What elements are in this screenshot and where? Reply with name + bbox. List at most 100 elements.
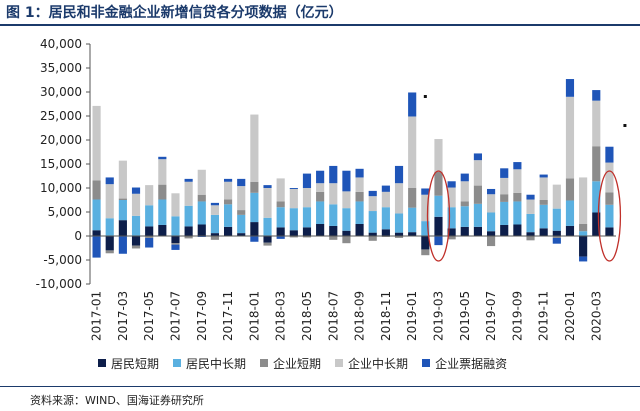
bar-segment-2017-11-s2 [224, 199, 233, 205]
bar-segment-2019-12-s0 [552, 230, 561, 236]
bar-segment-2017-07-s4 [171, 244, 180, 250]
bar-segment-2018-08-s2 [342, 236, 351, 244]
bar-segment-2020-01-s4 [565, 79, 575, 97]
legend-item: 企业中长期 [335, 355, 408, 372]
y-tick-label: 5,000 [48, 205, 82, 219]
bar-segment-2020-02-s3 [579, 177, 588, 224]
bar-segment-2017-03-s0 [118, 220, 127, 236]
bar-segment-2017-06-s4 [158, 156, 167, 160]
x-tick-label: 2019-09 [510, 291, 524, 341]
x-tick-label: 2017-03 [116, 291, 130, 341]
bar-segment-2019-08-s0 [500, 224, 509, 236]
bar-segment-2017-04-s4 [131, 187, 141, 194]
legend-swatch [173, 359, 182, 367]
bar-segment-2017-10-s0 [210, 233, 219, 236]
bar-segment-2018-01-s0 [250, 222, 259, 236]
legend-item: 企业票据融资 [422, 355, 507, 372]
bar-segment-2018-12-s0 [394, 232, 404, 236]
bar-segment-2019-01-s0 [408, 232, 417, 236]
bar-segment-2019-09-s2 [513, 192, 522, 202]
bar-segment-2019-02-s1 [421, 221, 430, 236]
x-axis: 2017-01 2017-03 2017-05 2017-07 2017-09 2017-… [90, 235, 616, 341]
bar-segment-2019-08-s3 [500, 177, 509, 195]
legend-item: 居民短期 [98, 355, 159, 372]
x-tick-label: 2018-03 [274, 291, 288, 341]
bar-segment-2018-03-s3 [276, 178, 285, 202]
marker-dot [623, 124, 627, 127]
bar-segment-2017-09-s3 [197, 169, 206, 195]
bar-segment-2017-02-s4 [105, 177, 114, 185]
bar-segment-2019-11-s4 [539, 174, 548, 178]
bar-segment-2020-04-s0 [605, 227, 614, 236]
x-tick-label: 2019-07 [484, 291, 498, 341]
bar-segment-2018-05-s1 [302, 207, 312, 228]
bar-segment-2019-11-s2 [539, 200, 548, 205]
bar-segment-2017-04-s0 [131, 236, 141, 246]
bar-segment-2020-02-s2 [579, 224, 588, 232]
x-tick-label: 2019-01 [405, 291, 419, 341]
bar-segment-2019-07-s2 [487, 236, 496, 247]
bar-segment-2017-01-s1 [92, 199, 101, 231]
bar-segment-2019-04-s1 [447, 207, 456, 229]
legend-swatch [98, 359, 106, 367]
bar-segment-2019-02-s3 [421, 194, 430, 222]
bar-segment-2019-04-s0 [447, 228, 456, 236]
bar-segment-2018-02-s2 [263, 242, 272, 246]
bar-segment-2017-06-s2 [158, 184, 167, 200]
bar-segment-2019-07-s4 [487, 188, 496, 195]
x-tick-label: 2018-11 [379, 291, 393, 341]
bar-segment-2018-03-s4 [276, 236, 285, 239]
bar-segment-2019-03-s1 [434, 195, 443, 217]
bar-segment-2020-02-s4 [579, 256, 588, 262]
bar-segment-2017-10-s2 [210, 236, 219, 240]
bar-segment-2017-08-s2 [184, 236, 193, 239]
bar-segment-2019-09-s0 [513, 224, 522, 236]
bar-segment-2017-10-s1 [210, 214, 219, 234]
y-tick-label: 10,000 [40, 181, 82, 195]
bar-segment-2017-02-s3 [105, 184, 114, 219]
bar-segment-2020-04-s1 [605, 204, 614, 228]
bar-segment-2018-11-s4 [381, 185, 390, 192]
bar-segment-2018-08-s0 [342, 230, 351, 236]
bar-segment-2018-04-s4 [289, 188, 298, 189]
bar-segment-2020-03-s0 [592, 212, 601, 236]
bar-segment-2019-07-s3 [487, 194, 496, 213]
bar-segment-2018-12-s1 [394, 213, 404, 233]
bar-segment-2017-09-s1 [197, 201, 206, 225]
source-note: 资料来源：WIND、国海证券研究所 [30, 394, 204, 407]
bar-segment-2020-04-s2 [605, 192, 614, 205]
legend-label: 居民短期 [111, 356, 160, 371]
bar-segment-2019-11-s0 [539, 228, 548, 236]
x-tick-label: 2017-01 [90, 291, 104, 341]
bar-segment-2019-06-s1 [473, 203, 482, 227]
bar-segment-2018-10-s3 [368, 196, 377, 212]
bar-segment-2019-03-s2 [434, 171, 443, 196]
bar-segment-2018-08-s3 [342, 191, 351, 209]
bar-segment-2019-12-s3 [552, 184, 561, 209]
bar-segment-2017-09-s2 [197, 194, 206, 202]
bar-segment-2017-07-s2 [171, 243, 180, 245]
bar-segment-2018-06-s3 [316, 183, 325, 192]
legend-item: 居民中长期 [173, 355, 246, 372]
bar-segment-2017-08-s1 [184, 205, 193, 227]
bar-segment-2019-06-s4 [473, 153, 482, 161]
legend-swatch [422, 359, 431, 367]
legend: 居民短期 居民中长期 企业短期 企业中长期 企业票据融资 [98, 354, 521, 372]
bar-segment-2017-11-s3 [224, 181, 233, 200]
bar-segment-2019-01-s1 [408, 207, 417, 233]
bar-segment-2018-10-s2 [368, 236, 377, 241]
bar-segment-2019-04-s2 [447, 236, 456, 240]
bar-segment-2020-01-s2 [565, 178, 575, 201]
bar-segment-2018-12-s4 [394, 165, 404, 184]
bar-segment-2018-08-s1 [342, 208, 351, 231]
bar-segment-2017-06-s0 [158, 224, 167, 236]
bar-segment-2018-06-s4 [316, 170, 325, 184]
bar-segment-2019-05-s4 [460, 173, 469, 182]
x-tick-label: 2020-03 [589, 291, 603, 341]
bar-segment-2018-08-s4 [342, 170, 351, 192]
bar-segment-2019-10-s2 [526, 236, 535, 241]
bar-segment-2020-03-s2 [592, 146, 601, 182]
bar-segment-2019-07-s1 [487, 212, 496, 232]
marker-dot [423, 95, 427, 98]
bar-segment-2019-03-s4 [434, 236, 443, 246]
